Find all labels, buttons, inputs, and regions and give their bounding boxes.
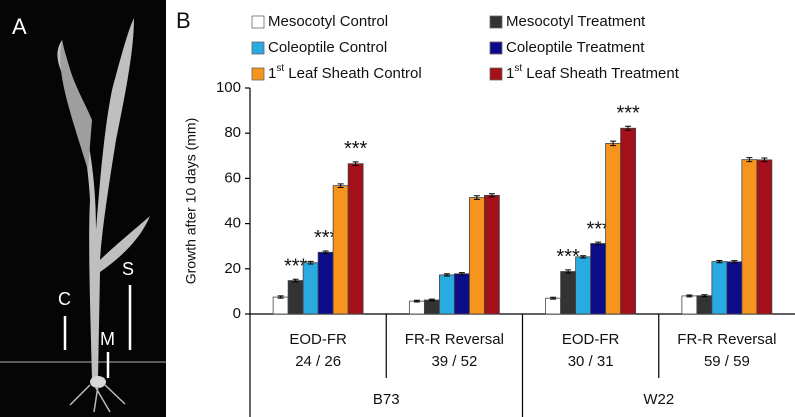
error-bar xyxy=(610,140,617,147)
sample-size: 39 / 52 xyxy=(431,353,477,370)
panel-label: A xyxy=(12,14,27,39)
bar xyxy=(726,261,743,315)
bar xyxy=(681,295,698,315)
error-bar xyxy=(761,157,768,163)
photo-background xyxy=(0,0,166,417)
y-tick-label: 60 xyxy=(224,169,241,186)
error-bar xyxy=(716,259,723,264)
y-tick-label: 100 xyxy=(216,79,241,96)
error-bar xyxy=(277,295,284,299)
bar xyxy=(438,274,455,315)
legend-swatch xyxy=(251,41,265,55)
bar xyxy=(332,185,349,315)
x-tick-label: EOD-FR xyxy=(289,331,347,348)
y-tick-label: 80 xyxy=(224,124,241,141)
bar xyxy=(560,271,577,315)
error-bar xyxy=(352,161,359,167)
bar xyxy=(272,296,289,315)
x-tick-label: FR-R Reversal xyxy=(405,331,504,348)
marker-label: S xyxy=(122,259,134,279)
bar xyxy=(590,243,607,315)
legend-label: Mesocotyl Treatment xyxy=(506,13,646,30)
bar xyxy=(483,194,500,315)
legend-swatch xyxy=(251,67,265,81)
group-label: W22 xyxy=(643,391,674,408)
error-bar xyxy=(625,125,632,131)
significance: *** xyxy=(314,227,338,249)
error-bar xyxy=(322,250,329,255)
legend-label: 1st Leaf Sheath Control xyxy=(268,63,422,82)
bar xyxy=(696,295,713,315)
error-bar xyxy=(413,299,420,303)
error-bar xyxy=(701,294,708,298)
legend-swatch xyxy=(489,67,503,81)
error-bar xyxy=(337,183,344,188)
bar xyxy=(545,297,562,315)
legend-label: Coleoptile Control xyxy=(268,39,387,56)
panel-label: B xyxy=(176,8,191,33)
bar xyxy=(575,256,592,315)
bar xyxy=(423,299,440,315)
significance: *** xyxy=(344,138,368,160)
bar xyxy=(620,127,637,315)
bar xyxy=(711,261,728,315)
group-label: B73 xyxy=(373,391,400,408)
y-tick-label: 0 xyxy=(233,305,241,322)
error-bar xyxy=(595,241,602,246)
x-tick-label: EOD-FR xyxy=(562,331,620,348)
seed xyxy=(90,376,106,388)
error-bar xyxy=(565,269,572,274)
error-bar xyxy=(731,260,738,264)
legend-label: 1st Leaf Sheath Treatment xyxy=(506,63,680,82)
bar xyxy=(605,142,622,315)
error-bar xyxy=(473,195,480,200)
error-bar xyxy=(746,157,753,163)
significance: *** xyxy=(284,255,308,277)
photo-panel: A C M S xyxy=(0,0,166,417)
bar xyxy=(317,251,334,315)
leaf xyxy=(60,40,92,170)
error-bar xyxy=(580,255,587,259)
error-bar xyxy=(292,278,299,283)
legend-swatch xyxy=(489,15,503,29)
error-bar xyxy=(428,298,435,302)
significance: *** xyxy=(586,218,610,240)
legend-label: Coleoptile Treatment xyxy=(506,39,645,56)
bar xyxy=(302,262,319,315)
marker-label: M xyxy=(100,329,115,349)
y-tick-label: 40 xyxy=(224,215,241,232)
bar xyxy=(756,159,773,315)
legend-swatch xyxy=(251,15,265,29)
sample-size: 59 / 59 xyxy=(704,353,750,370)
legend-swatch xyxy=(489,41,503,55)
x-tick-label: FR-R Reversal xyxy=(677,331,776,348)
y-axis-label: Growth after 10 days (mm) xyxy=(183,118,199,285)
error-bar xyxy=(443,273,450,277)
y-tick-label: 20 xyxy=(224,260,241,277)
bar xyxy=(347,163,364,315)
error-bar xyxy=(458,272,465,276)
error-bar xyxy=(307,260,314,265)
bar xyxy=(453,273,470,315)
error-bar xyxy=(686,294,693,298)
marker-label: C xyxy=(58,289,71,309)
sample-size: 24 / 26 xyxy=(295,353,341,370)
sample-size: 30 / 31 xyxy=(568,353,614,370)
bar xyxy=(468,197,485,315)
error-bar xyxy=(488,193,495,198)
bar xyxy=(408,300,425,315)
significance: *** xyxy=(556,246,580,268)
roots xyxy=(69,383,126,413)
bar xyxy=(287,280,304,315)
bar xyxy=(741,159,758,315)
significance: *** xyxy=(616,102,640,124)
error-bar xyxy=(550,296,557,300)
legend-label: Mesocotyl Control xyxy=(268,13,388,30)
